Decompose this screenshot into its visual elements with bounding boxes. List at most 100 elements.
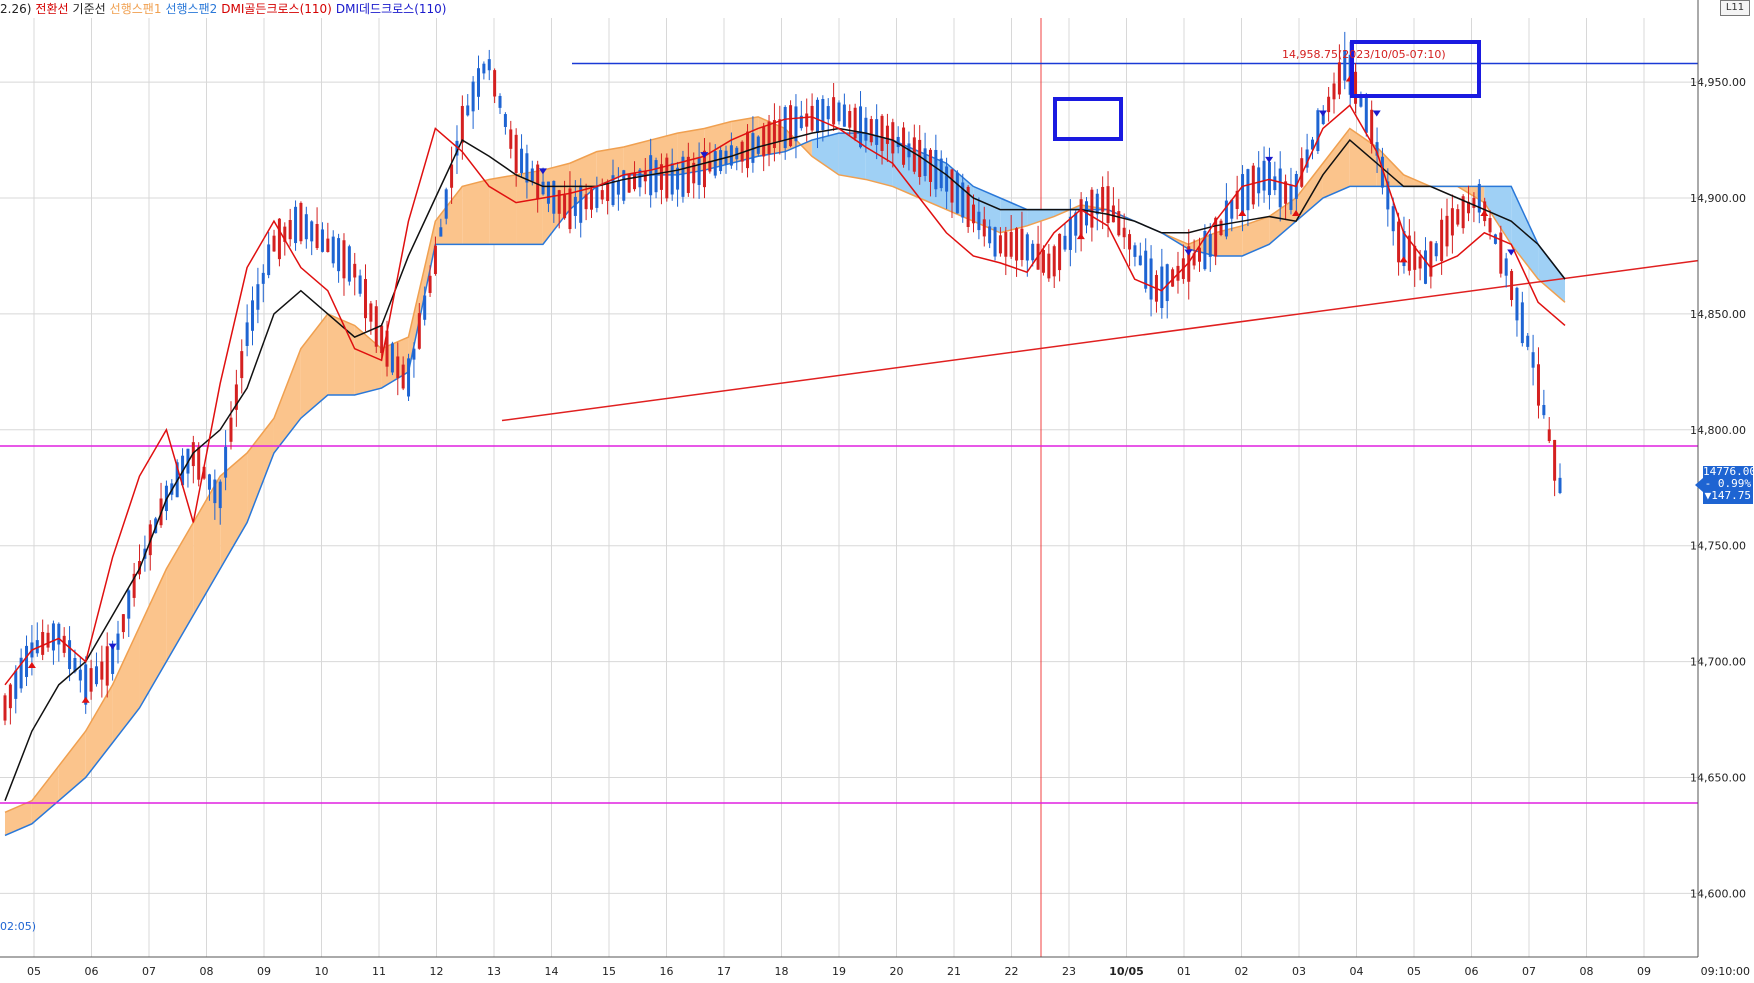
y-tick-label: 14,650.00 (1690, 772, 1746, 785)
candle-body (14, 670, 18, 699)
candle-body (19, 657, 23, 689)
candle-body (859, 106, 863, 148)
candle-body (337, 238, 341, 272)
candle-body (1440, 219, 1444, 262)
candle-body (1074, 212, 1078, 236)
candle-body (498, 95, 502, 108)
candle-body (573, 196, 577, 216)
x-tick-label: 06 (85, 965, 99, 978)
candle-body (1520, 302, 1524, 344)
highlight-boxes: 14,958.75(2023/10/05-07:10) (1053, 40, 1481, 141)
candle-body (1418, 256, 1422, 269)
trendline (501, 259, 1699, 422)
candle-body (1251, 165, 1255, 205)
candle-body (1332, 83, 1336, 100)
candle-body (848, 111, 852, 128)
candle-body (1149, 258, 1153, 300)
y-tick-label: 14,600.00 (1690, 887, 1746, 900)
candle-body (57, 623, 61, 645)
candle-body (525, 153, 529, 183)
candle-body (972, 204, 976, 224)
y-tick-label: 14,800.00 (1690, 424, 1746, 437)
candle-body (132, 573, 136, 598)
candle-body (1510, 271, 1514, 300)
candle-body (121, 614, 125, 633)
x-tick-label: 20 (890, 965, 904, 978)
x-tick-label: 05 (27, 965, 41, 978)
x-tick-label: 14 (545, 965, 559, 978)
candle-body (396, 356, 400, 379)
candle-body (1138, 255, 1142, 266)
candle-body (600, 190, 604, 200)
candle-body (880, 115, 884, 151)
candle-body (326, 238, 330, 253)
candle-body (1354, 71, 1358, 104)
corner-button[interactable]: L11 (1720, 0, 1750, 16)
candle-body (320, 229, 324, 252)
dmi-dead-cross-marker (108, 643, 117, 650)
legend-item: 전환선 (35, 2, 69, 16)
candle-body (810, 105, 814, 131)
candle-body (127, 590, 131, 619)
candle-body (1547, 429, 1551, 442)
ichimoku-cloud (4, 116, 1566, 837)
candle-body (546, 181, 550, 204)
candle-body (1257, 167, 1261, 194)
candle-body (1020, 228, 1024, 261)
legend-item: DMI데드크로스(110) (335, 2, 447, 16)
candle-body (423, 295, 427, 320)
x-tick-label: 18 (775, 965, 789, 978)
cloud-segment (112, 626, 140, 743)
candle-body (1499, 232, 1503, 274)
candle-body (826, 106, 830, 120)
candle-body (1375, 142, 1379, 156)
candle-body (374, 306, 378, 347)
candle-body (1386, 181, 1390, 210)
horizontal-lines (0, 62, 1699, 804)
candle-body (1536, 364, 1540, 406)
dmi-markers (27, 75, 1516, 703)
candle-body (51, 623, 55, 651)
candle-body (35, 640, 39, 654)
x-tick-label: 07 (1522, 965, 1536, 978)
legend-item: 2.26) (0, 2, 32, 16)
candle-body (896, 136, 900, 148)
candle-body (41, 632, 45, 655)
candle-body (982, 219, 986, 237)
cloud-segment (1296, 163, 1323, 222)
cloud-segment (462, 179, 490, 245)
x-tick-label: 04 (1350, 965, 1364, 978)
candle-body (1477, 183, 1481, 213)
candle-body (353, 263, 357, 278)
candle-body (530, 168, 534, 182)
candle-body (116, 633, 120, 650)
candle-body (1531, 352, 1535, 368)
candle-body (1504, 258, 1508, 276)
candle-body (245, 322, 249, 346)
dmi-golden-cross-marker (1076, 233, 1085, 240)
cloud-segment (623, 140, 651, 175)
candle-body (1144, 250, 1148, 289)
candle-body (240, 351, 244, 379)
candle-body (369, 303, 373, 322)
cloud-segment (1215, 225, 1243, 256)
candle-body (993, 227, 997, 257)
candle-body (1025, 234, 1029, 261)
candle-body (207, 474, 211, 490)
candle-body (1364, 94, 1368, 133)
candle-body (891, 122, 895, 154)
candle-body (1278, 168, 1282, 208)
cloud-segment (166, 522, 194, 662)
highlight-box-right (1350, 40, 1481, 98)
cloud-segment (1027, 209, 1054, 226)
candle-body (939, 158, 943, 189)
candle-body (25, 645, 29, 677)
candle-body (832, 97, 836, 125)
dmi-dead-cross-marker (700, 152, 709, 159)
candle-body (751, 133, 755, 163)
candle-body (277, 218, 281, 260)
candle-body (1187, 246, 1191, 282)
cloud-segment (139, 568, 167, 708)
candle-body (789, 105, 793, 147)
